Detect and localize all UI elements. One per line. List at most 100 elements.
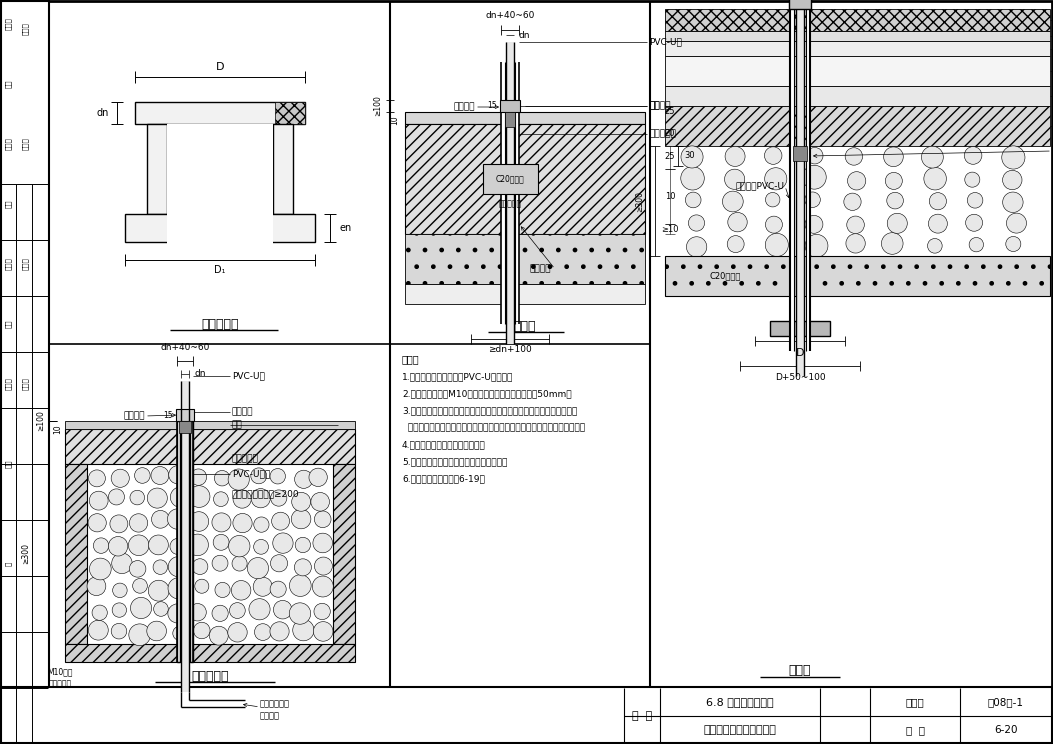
Text: 图: 图 bbox=[4, 562, 12, 566]
Circle shape bbox=[254, 539, 269, 554]
Circle shape bbox=[113, 603, 126, 618]
Circle shape bbox=[681, 146, 703, 168]
Circle shape bbox=[92, 605, 107, 620]
Bar bbox=[65, 421, 355, 429]
Text: 2.室内埋地管道的M10水泥砂浆包覆层厚度不得小于50mm。: 2.室内埋地管道的M10水泥砂浆包覆层厚度不得小于50mm。 bbox=[402, 389, 572, 398]
Circle shape bbox=[290, 603, 311, 624]
Circle shape bbox=[764, 147, 782, 164]
Bar bbox=[665, 31, 1050, 41]
Text: dn+40~60: dn+40~60 bbox=[160, 344, 210, 353]
Polygon shape bbox=[65, 644, 355, 662]
Circle shape bbox=[233, 513, 252, 533]
Circle shape bbox=[148, 580, 170, 601]
Text: dn: dn bbox=[97, 108, 110, 118]
Polygon shape bbox=[333, 464, 355, 644]
Circle shape bbox=[154, 602, 168, 616]
Circle shape bbox=[886, 173, 902, 190]
Bar bbox=[190, 421, 193, 662]
Circle shape bbox=[135, 468, 151, 484]
Circle shape bbox=[113, 583, 127, 597]
Circle shape bbox=[233, 490, 252, 508]
Circle shape bbox=[883, 147, 903, 167]
Circle shape bbox=[90, 491, 108, 510]
Circle shape bbox=[151, 466, 168, 484]
Circle shape bbox=[192, 559, 207, 574]
Circle shape bbox=[232, 580, 251, 600]
Bar bbox=[770, 321, 830, 336]
Text: 管做栋: 管做栋 bbox=[22, 257, 28, 270]
Circle shape bbox=[293, 620, 314, 641]
Bar bbox=[806, 0, 810, 351]
Bar bbox=[665, 56, 1050, 86]
Circle shape bbox=[313, 576, 333, 597]
Text: 砂浆包覆层: 砂浆包覆层 bbox=[48, 679, 72, 688]
Circle shape bbox=[1001, 146, 1025, 169]
Text: 5.柔性填料采用发泡聚乙烯或聚氨酯材料。: 5.柔性填料采用发泡聚乙烯或聚氨酯材料。 bbox=[402, 457, 508, 466]
Text: 起草参: 起草参 bbox=[4, 18, 12, 31]
Circle shape bbox=[846, 234, 866, 253]
Text: 15: 15 bbox=[163, 411, 173, 420]
Circle shape bbox=[271, 490, 286, 506]
Polygon shape bbox=[65, 429, 355, 464]
Circle shape bbox=[230, 603, 245, 618]
Text: 页  次: 页 次 bbox=[906, 725, 925, 735]
Circle shape bbox=[88, 620, 108, 640]
Text: 卵（碎）石垫层厚≥200: 卵（碎）石垫层厚≥200 bbox=[232, 490, 300, 498]
Bar bbox=[506, 42, 514, 344]
Text: dn+40~60: dn+40~60 bbox=[485, 10, 535, 19]
Text: 止水环详图: 止水环详图 bbox=[201, 318, 239, 330]
Circle shape bbox=[232, 556, 247, 571]
Text: 柔性填料: 柔性填料 bbox=[123, 411, 145, 420]
Circle shape bbox=[253, 577, 273, 596]
Circle shape bbox=[170, 538, 186, 554]
Circle shape bbox=[724, 169, 744, 190]
Circle shape bbox=[274, 600, 292, 619]
Circle shape bbox=[229, 469, 250, 490]
Circle shape bbox=[190, 512, 208, 531]
Text: 6-20: 6-20 bbox=[994, 725, 1018, 735]
Bar bbox=[181, 381, 188, 692]
Circle shape bbox=[728, 236, 744, 252]
Text: 审核: 审核 bbox=[4, 80, 12, 89]
Text: en: en bbox=[340, 223, 352, 233]
Circle shape bbox=[254, 517, 269, 532]
Text: D₁: D₁ bbox=[214, 265, 225, 275]
Circle shape bbox=[848, 172, 866, 190]
Text: D: D bbox=[216, 62, 224, 72]
Circle shape bbox=[188, 486, 210, 507]
Circle shape bbox=[112, 553, 133, 574]
Text: PVC-U管: PVC-U管 bbox=[649, 37, 682, 46]
Circle shape bbox=[213, 534, 230, 551]
Circle shape bbox=[168, 466, 187, 484]
Text: 智晓栋: 智晓栋 bbox=[4, 257, 12, 270]
Bar bbox=[501, 62, 505, 324]
Text: 6.止水环尺寸表见页次6-19。: 6.止水环尺寸表见页次6-19。 bbox=[402, 474, 484, 483]
Circle shape bbox=[255, 623, 272, 641]
Circle shape bbox=[846, 148, 862, 165]
Circle shape bbox=[764, 167, 787, 190]
Text: 穿室内地面: 穿室内地面 bbox=[192, 670, 229, 682]
Circle shape bbox=[171, 487, 191, 507]
Circle shape bbox=[188, 603, 206, 621]
Circle shape bbox=[167, 509, 187, 529]
Circle shape bbox=[766, 193, 780, 207]
Circle shape bbox=[1007, 213, 1027, 233]
Circle shape bbox=[108, 536, 127, 556]
Text: 钢筋砼楼面: 钢筋砼楼面 bbox=[649, 129, 676, 138]
Circle shape bbox=[807, 147, 823, 164]
Circle shape bbox=[888, 214, 908, 234]
Circle shape bbox=[270, 581, 286, 597]
Circle shape bbox=[88, 470, 105, 487]
Text: 图  名: 图 名 bbox=[632, 711, 652, 721]
Circle shape bbox=[843, 193, 861, 211]
Circle shape bbox=[131, 597, 152, 618]
Text: 10: 10 bbox=[664, 192, 675, 201]
Text: 管做栋: 管做栋 bbox=[22, 378, 28, 391]
Text: 赵玉秀: 赵玉秀 bbox=[22, 22, 28, 36]
Text: 设计: 设计 bbox=[4, 320, 12, 328]
Circle shape bbox=[133, 579, 147, 593]
Bar bbox=[665, 106, 1050, 146]
Text: 3.穿楼面采用与立管外径相同的管段破开成两个半片，然后错缝粘接在立: 3.穿楼面采用与立管外径相同的管段破开成两个半片，然后错缝粘接在立 bbox=[402, 406, 577, 415]
Circle shape bbox=[94, 538, 108, 554]
Circle shape bbox=[195, 579, 208, 593]
